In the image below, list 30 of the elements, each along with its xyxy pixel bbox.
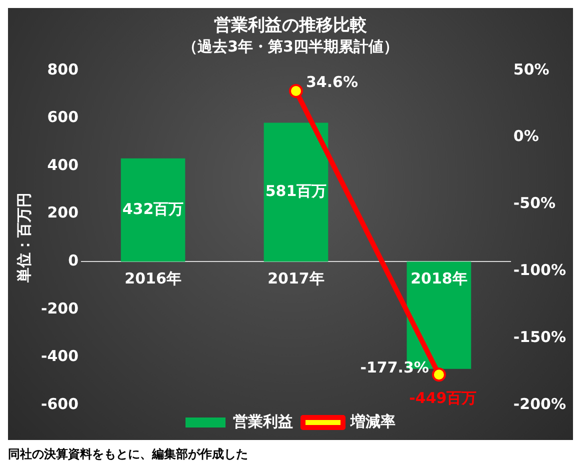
data-label: 34.6% xyxy=(306,72,358,91)
y-tick-label: 200 xyxy=(47,204,79,222)
bar xyxy=(264,122,328,262)
y-axis-title: 単位：百万円 xyxy=(14,192,33,284)
data-label: -177.3% xyxy=(360,358,429,377)
y-tick-label: 800 xyxy=(47,60,79,78)
y-tick-label: 600 xyxy=(47,108,79,126)
y2-tick-label: -100% xyxy=(513,261,566,280)
bar xyxy=(120,158,186,262)
legend-label: 営業利益 xyxy=(233,412,293,430)
y2-tick-label: 0% xyxy=(513,127,539,146)
y-tick-label: 0 xyxy=(68,251,79,270)
y2-tick-label: -50% xyxy=(513,194,556,212)
x-tick-label: 2018年 xyxy=(410,269,468,288)
data-label: -449百万 xyxy=(409,388,477,407)
x-tick-label: 2016年 xyxy=(124,269,182,288)
chart-subtitle: （過去3年・第3四半期累計値） xyxy=(182,37,398,56)
y-tick-label: -400 xyxy=(40,347,79,366)
text: 同社の決算資料をもとに、編集部が作成した xyxy=(8,446,249,463)
legend-label: 増減率 xyxy=(350,412,396,430)
y2-tick-label: -200% xyxy=(513,394,566,413)
chart-title: 営業利益の推移比較 xyxy=(214,16,368,36)
y-tick-label: -200 xyxy=(40,299,79,318)
y2-tick-label: 50% xyxy=(513,60,550,78)
y-tick-label: -600 xyxy=(40,394,79,413)
x-tick-label: 2017年 xyxy=(268,269,324,288)
y2-tick-label: -150% xyxy=(513,328,566,346)
data-label: 432百万 xyxy=(122,200,184,218)
y-tick-label: 400 xyxy=(47,156,79,174)
data-label: 581百万 xyxy=(265,182,327,200)
